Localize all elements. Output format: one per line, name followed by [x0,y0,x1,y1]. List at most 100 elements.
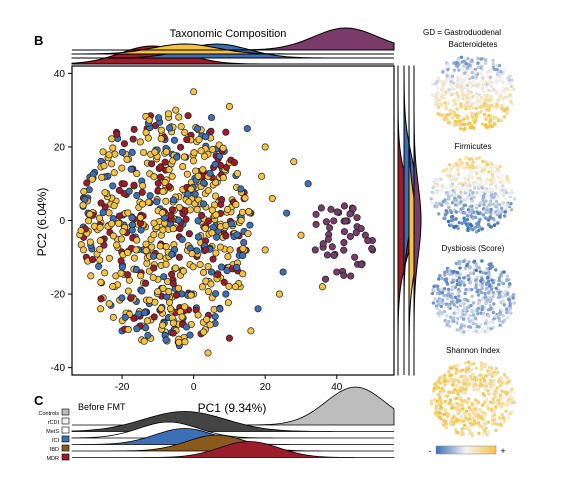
mini-plot-point [465,161,469,166]
mini-plot-point [484,123,488,127]
mini-plot-point [485,103,490,108]
x-tick-label: -20 [115,382,130,393]
mini-plot: Bacteroidetes [430,40,516,132]
mini-plot-point [474,115,478,119]
scatter-point [124,209,132,217]
mini-plot-point [488,295,492,299]
mini-plot-point [485,99,489,104]
scatter-point [232,201,240,209]
mini-plot-point [488,215,492,219]
scatter-point [115,212,123,220]
scatter-point [172,106,180,114]
scatter-point [115,186,123,194]
scatter-point [233,263,241,271]
scatter-point [237,216,245,224]
mini-plot-point [489,84,494,89]
mini-plot-point [480,169,484,173]
scatter-point [80,187,88,196]
scatter-point [283,209,291,217]
mini-plot-point [451,278,455,282]
scatter-point [140,337,148,345]
mini-plot-point [437,401,442,406]
mini-plot-point [491,294,496,299]
mini-plot-point [506,297,511,301]
scatter-point [154,288,162,296]
mini-plot-point [475,190,479,195]
mini-plot-point [471,409,475,413]
mini-plot-point [439,304,444,309]
scatter-point [170,136,179,144]
mini-plot-point [457,160,461,164]
mini-plot-point [502,109,507,113]
mini-plot-point [448,163,452,167]
scatter-point [120,180,128,188]
mini-plot-point [512,197,517,201]
mini-plot-point [484,426,488,431]
mini-plot-point [471,166,475,170]
scatter-point [330,217,338,225]
mini-plot-point [496,379,501,384]
scatter-point [140,148,148,157]
scatter-point [247,327,255,335]
mini-plot-point [462,216,466,220]
scatter-point [318,283,326,291]
scatter-point [108,160,116,168]
scatter-point [312,220,320,228]
mini-plot-point [505,76,510,80]
mini-plot-point [494,391,498,395]
mini-plot-point [430,201,434,205]
mini-plot-point [492,302,496,306]
scatter-point [98,173,106,181]
scatter-point [166,124,174,132]
scatter-point [150,173,158,181]
mini-plot-point [490,124,495,129]
scatter-point [183,136,191,144]
mini-plot-point [492,223,497,228]
scatter-point [175,253,183,261]
mini-plot-point [469,82,473,86]
mini-plot-point [436,76,441,81]
mini-plot-point [481,423,486,427]
mini-plot-point [450,403,455,407]
mini-plot-point [442,389,446,393]
mini-plot-point [434,95,439,99]
mini-plot-point [453,203,458,207]
scatter-point [198,211,206,219]
scatter-point [217,263,226,271]
mini-plot-point [448,174,452,178]
mini-plot-point [467,106,472,111]
scatter-point [109,282,117,291]
mini-plot-point [445,282,450,286]
mini-plot-point [462,127,466,132]
mini-plot-point [445,74,449,78]
scatter-point [124,249,132,257]
mini-plot-point [480,290,484,295]
mini-plot-point [452,68,457,72]
mini-plot-point [466,226,470,231]
mini-plot-point [440,374,445,379]
scatter-point [118,148,126,156]
mini-plot-point [494,187,498,191]
mini-plot-point [487,290,491,294]
scatter-point [172,291,180,299]
mini-plot-point [452,103,456,107]
mini-plot-point [432,386,436,391]
mini-plot-point [505,95,509,99]
mini-plot-point [463,308,467,312]
scatter-point [105,254,113,262]
mini-plot-point [480,307,484,312]
scatter-point [290,158,298,166]
mini-plot-point [507,379,512,383]
mini-plot-point [443,375,447,380]
scatter-point [220,278,228,286]
mini-plot-point [495,102,499,107]
mini-plot-point [462,165,466,169]
mini-plot-point [501,299,506,303]
mini-plot-point [429,197,433,201]
mini-plot-point [438,404,443,408]
mini-plot-point [436,179,440,183]
scatter-point [204,217,212,225]
mini-plot-point [438,189,442,193]
scatter-point [159,226,167,234]
scatter-point [132,265,140,274]
